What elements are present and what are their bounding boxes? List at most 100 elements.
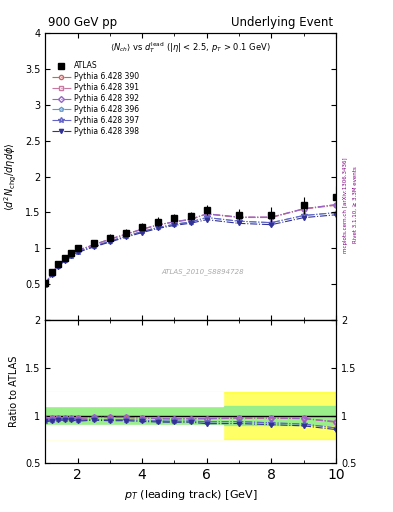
Pythia 6.428 398 <box>62 258 67 264</box>
Pythia 6.428 391 <box>107 236 112 242</box>
Pythia 6.428 396 <box>69 253 73 259</box>
Pythia 6.428 397 <box>269 220 274 226</box>
Pythia 6.428 396 <box>107 238 112 244</box>
Pythia 6.428 398 <box>204 217 209 223</box>
Text: Underlying Event: Underlying Event <box>231 16 333 29</box>
Pythia 6.428 396 <box>124 233 129 239</box>
Pythia 6.428 398 <box>43 282 48 288</box>
Pythia 6.428 390 <box>107 237 112 243</box>
Pythia 6.428 390 <box>43 281 48 287</box>
Pythia 6.428 390 <box>140 226 145 232</box>
Pythia 6.428 398 <box>124 234 129 240</box>
Line: Pythia 6.428 397: Pythia 6.428 397 <box>42 210 339 288</box>
Pythia 6.428 390 <box>49 270 54 276</box>
Pythia 6.428 396 <box>56 263 61 269</box>
Pythia 6.428 391 <box>43 281 48 287</box>
Pythia 6.428 392 <box>56 262 61 268</box>
Pythia 6.428 391 <box>124 231 129 237</box>
Pythia 6.428 391 <box>49 270 54 276</box>
Pythia 6.428 392 <box>156 222 161 228</box>
Pythia 6.428 390 <box>62 256 67 262</box>
Pythia 6.428 390 <box>204 211 209 217</box>
Pythia 6.428 391 <box>237 214 241 220</box>
Text: mcplots.cern.ch [arXiv:1306.3436]: mcplots.cern.ch [arXiv:1306.3436] <box>343 157 348 252</box>
Pythia 6.428 397 <box>124 233 129 239</box>
Pythia 6.428 398 <box>188 220 193 226</box>
Pythia 6.428 396 <box>49 271 54 278</box>
Pythia 6.428 392 <box>75 247 80 253</box>
Pythia 6.428 397 <box>91 243 96 249</box>
Pythia 6.428 398 <box>140 229 145 236</box>
Pythia 6.428 398 <box>269 222 274 228</box>
Pythia 6.428 390 <box>69 252 73 258</box>
Pythia 6.428 392 <box>140 226 145 232</box>
Pythia 6.428 391 <box>140 226 145 232</box>
Bar <box>45 406 336 425</box>
Pythia 6.428 398 <box>107 239 112 245</box>
Pythia 6.428 392 <box>269 214 274 220</box>
Pythia 6.428 398 <box>301 215 306 221</box>
Pythia 6.428 390 <box>124 231 129 238</box>
Pythia 6.428 392 <box>69 252 73 258</box>
Y-axis label: Ratio to ATLAS: Ratio to ATLAS <box>9 356 19 428</box>
Pythia 6.428 391 <box>204 211 209 217</box>
Pythia 6.428 392 <box>62 256 67 262</box>
Pythia 6.428 397 <box>49 271 54 278</box>
Pythia 6.428 396 <box>75 249 80 255</box>
Pythia 6.428 391 <box>75 247 80 253</box>
Pythia 6.428 396 <box>140 228 145 234</box>
Pythia 6.428 396 <box>172 221 177 227</box>
Pythia 6.428 391 <box>334 202 338 208</box>
Pythia 6.428 397 <box>43 282 48 288</box>
Pythia 6.428 398 <box>69 253 73 260</box>
Pythia 6.428 392 <box>43 281 48 287</box>
Pythia 6.428 391 <box>91 242 96 248</box>
Legend: ATLAS, Pythia 6.428 390, Pythia 6.428 391, Pythia 6.428 392, Pythia 6.428 396, P: ATLAS, Pythia 6.428 390, Pythia 6.428 39… <box>52 61 139 136</box>
Pythia 6.428 391 <box>269 214 274 220</box>
Pythia 6.428 392 <box>107 236 112 242</box>
Pythia 6.428 397 <box>334 209 338 216</box>
Pythia 6.428 397 <box>204 215 209 221</box>
Pythia 6.428 397 <box>56 263 61 269</box>
Y-axis label: $\langle d^2 N_\mathrm{chg}/d\eta d\phi \rangle$: $\langle d^2 N_\mathrm{chg}/d\eta d\phi … <box>3 142 19 211</box>
Pythia 6.428 396 <box>269 220 274 226</box>
Pythia 6.428 391 <box>69 252 73 258</box>
Pythia 6.428 398 <box>156 225 161 231</box>
Pythia 6.428 397 <box>69 253 73 259</box>
Bar <box>45 392 336 439</box>
Line: Pythia 6.428 396: Pythia 6.428 396 <box>43 210 338 287</box>
Pythia 6.428 396 <box>188 219 193 225</box>
Pythia 6.428 391 <box>156 222 161 228</box>
Pythia 6.428 397 <box>75 249 80 255</box>
Text: $\langle N_{ch}\rangle$ vs $d_T^\mathrm{lead}$ ($|\eta|$ < 2.5, $p_T$ > 0.1 GeV): $\langle N_{ch}\rangle$ vs $d_T^\mathrm{… <box>110 40 271 55</box>
Pythia 6.428 391 <box>301 206 306 212</box>
Pythia 6.428 391 <box>188 216 193 222</box>
Pythia 6.428 392 <box>172 219 177 225</box>
Pythia 6.428 392 <box>301 206 306 212</box>
Pythia 6.428 397 <box>237 218 241 224</box>
Pythia 6.428 390 <box>91 242 96 248</box>
Pythia 6.428 390 <box>237 215 241 221</box>
Pythia 6.428 392 <box>188 216 193 222</box>
Text: Rivet 3.1.10, ≥ 3.3M events: Rivet 3.1.10, ≥ 3.3M events <box>353 166 358 243</box>
Pythia 6.428 390 <box>156 222 161 228</box>
Pythia 6.428 392 <box>49 270 54 276</box>
Pythia 6.428 396 <box>156 224 161 230</box>
Pythia 6.428 397 <box>172 221 177 227</box>
Pythia 6.428 396 <box>301 212 306 219</box>
Pythia 6.428 390 <box>56 262 61 268</box>
Line: Pythia 6.428 398: Pythia 6.428 398 <box>43 212 338 287</box>
Pythia 6.428 398 <box>91 244 96 250</box>
Pythia 6.428 390 <box>269 215 274 221</box>
Pythia 6.428 390 <box>75 247 80 253</box>
Pythia 6.428 398 <box>56 264 61 270</box>
Line: Pythia 6.428 391: Pythia 6.428 391 <box>43 203 338 286</box>
Pythia 6.428 392 <box>334 202 338 208</box>
Pythia 6.428 392 <box>237 214 241 220</box>
Pythia 6.428 396 <box>237 218 241 224</box>
Pythia 6.428 391 <box>62 256 67 262</box>
Pythia 6.428 396 <box>204 215 209 221</box>
Pythia 6.428 390 <box>334 202 338 208</box>
Pythia 6.428 396 <box>334 209 338 216</box>
Pythia 6.428 398 <box>75 249 80 255</box>
